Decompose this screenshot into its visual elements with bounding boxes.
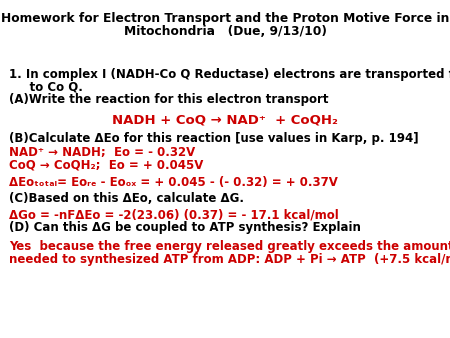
Text: (B)​Calculate ΔEo for this reaction [use values in Karp, p. 194]: (B)​Calculate ΔEo for this reaction [use… (9, 132, 418, 145)
Text: 1. In complex I (NADH-Co Q Reductase) electrons are transported from NADH: 1. In complex I (NADH-Co Q Reductase) el… (9, 68, 450, 80)
Text: NAD⁺ → NADH;  Eo = - 0.32V: NAD⁺ → NADH; Eo = - 0.32V (9, 146, 195, 159)
Text: (D) Can this ΔG be coupled to ATP synthesis? Explain: (D) Can this ΔG be coupled to ATP synthe… (9, 221, 361, 234)
Text: ΔGo = -nFΔEo = -2(23.06) (0.37) = - 17.1 kcal/mol: ΔGo = -nFΔEo = -2(23.06) (0.37) = - 17.1… (9, 209, 339, 222)
Text: CoQ → CoQH₂;  Eo = + 0.045V: CoQ → CoQH₂; Eo = + 0.045V (9, 159, 203, 172)
Text: (A)​Write the reaction for this electron transport: (A)​Write the reaction for this electron… (9, 93, 328, 105)
Text: NADH + CoQ → NAD⁺  + CoQH₂: NADH + CoQ → NAD⁺ + CoQH₂ (112, 113, 338, 126)
Text: Yes  because the free energy released greatly exceeds the amount of ΔGo: Yes because the free energy released gre… (9, 240, 450, 253)
Text: needed to synthesized ATP from ADP: ADP + Pi → ATP  (+7.5 kcal/mol): needed to synthesized ATP from ADP: ADP … (9, 253, 450, 266)
Text: (C)​Based on this ΔEo, calculate ΔG.: (C)​Based on this ΔEo, calculate ΔG. (9, 192, 244, 205)
Text: to Co Q.: to Co Q. (9, 80, 83, 93)
Text: Mitochondria   (Due, 9/13/10): Mitochondria (Due, 9/13/10) (124, 25, 326, 38)
Text: ΔEoₜₒₜₐₗ= Eoᵣₑ⁤ - Eoₒₓ = + 0.045 - (- 0.32) = + 0.37V: ΔEoₜₒₜₐₗ= Eoᵣₑ⁤ - Eoₒₓ = + 0.045 - (- 0.… (9, 176, 338, 189)
Text: Homework for Electron Transport and the Proton Motive Force in: Homework for Electron Transport and the … (1, 12, 449, 25)
